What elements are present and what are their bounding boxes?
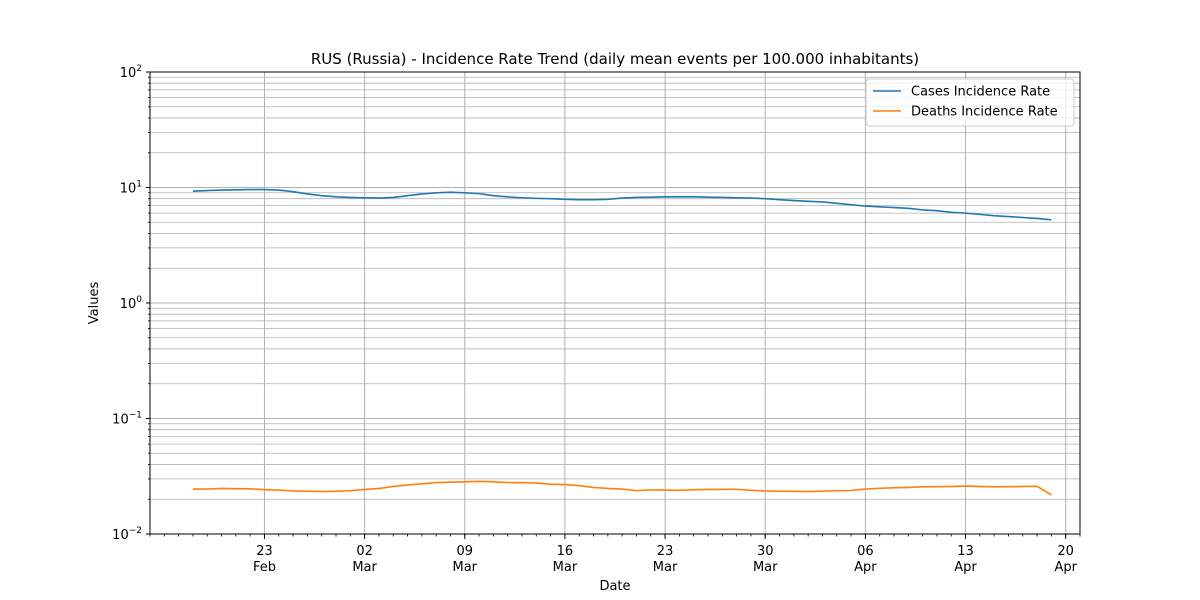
- y-tick-label: 10−2: [112, 526, 142, 543]
- x-tick-month-label: Mar: [352, 560, 377, 575]
- x-tick-month-label: Mar: [453, 560, 478, 575]
- legend-box: [865, 78, 1075, 127]
- y-tick-exponent: −1: [129, 411, 142, 421]
- series-line: [192, 480, 1052, 496]
- grid: [150, 71, 1080, 535]
- x-tick-day-label: 23: [657, 544, 674, 559]
- x-tick-day-label: 09: [456, 544, 473, 559]
- x-tick-month-label: Apr: [954, 560, 977, 575]
- axis-ticks: 10−210−110010110223Feb02Mar09Mar16Mar23M…: [112, 64, 1081, 575]
- series-lines: [192, 188, 1052, 496]
- chart-title: RUS (Russia) - Incidence Rate Trend (dai…: [311, 50, 919, 68]
- x-tick-day-label: 02: [356, 544, 373, 559]
- y-axis-title: Values: [87, 282, 102, 325]
- y-tick-base: 10: [120, 182, 137, 197]
- x-tick-day-label: 20: [1057, 544, 1074, 559]
- y-tick-label: 100: [120, 295, 143, 312]
- x-tick-day-label: 13: [957, 544, 974, 559]
- x-tick-day-label: 16: [557, 544, 574, 559]
- x-tick-day-label: 23: [256, 544, 273, 559]
- y-tick-base: 10: [120, 297, 137, 312]
- x-tick-month-label: Feb: [253, 560, 276, 575]
- y-tick-label: 10−1: [112, 411, 142, 428]
- y-tick-exponent: 0: [136, 295, 142, 305]
- x-tick-month-label: Mar: [653, 560, 678, 575]
- y-tick-exponent: 1: [136, 180, 142, 190]
- y-tick-base: 10: [112, 528, 129, 543]
- x-axis-title: Date: [599, 579, 630, 594]
- y-tick-label: 102: [120, 64, 142, 81]
- y-tick-base: 10: [120, 66, 137, 81]
- x-tick-day-label: 30: [757, 544, 774, 559]
- x-tick-month-label: Mar: [753, 560, 778, 575]
- x-tick-month-label: Apr: [854, 560, 877, 575]
- y-tick-exponent: −2: [129, 526, 142, 536]
- series-line: [192, 188, 1052, 221]
- legend-label: Deaths Incidence Rate: [911, 105, 1058, 120]
- x-tick-month-label: Mar: [553, 560, 578, 575]
- y-tick-base: 10: [112, 413, 129, 428]
- y-tick-exponent: 2: [136, 64, 142, 74]
- legend: Cases Incidence Rate Deaths Incidence Rat…: [865, 78, 1075, 127]
- x-tick-day-label: 06: [857, 544, 874, 559]
- x-tick-month-label: Apr: [1054, 560, 1077, 575]
- y-tick-label: 101: [120, 180, 142, 197]
- legend-label: Cases Incidence Rate: [911, 85, 1050, 100]
